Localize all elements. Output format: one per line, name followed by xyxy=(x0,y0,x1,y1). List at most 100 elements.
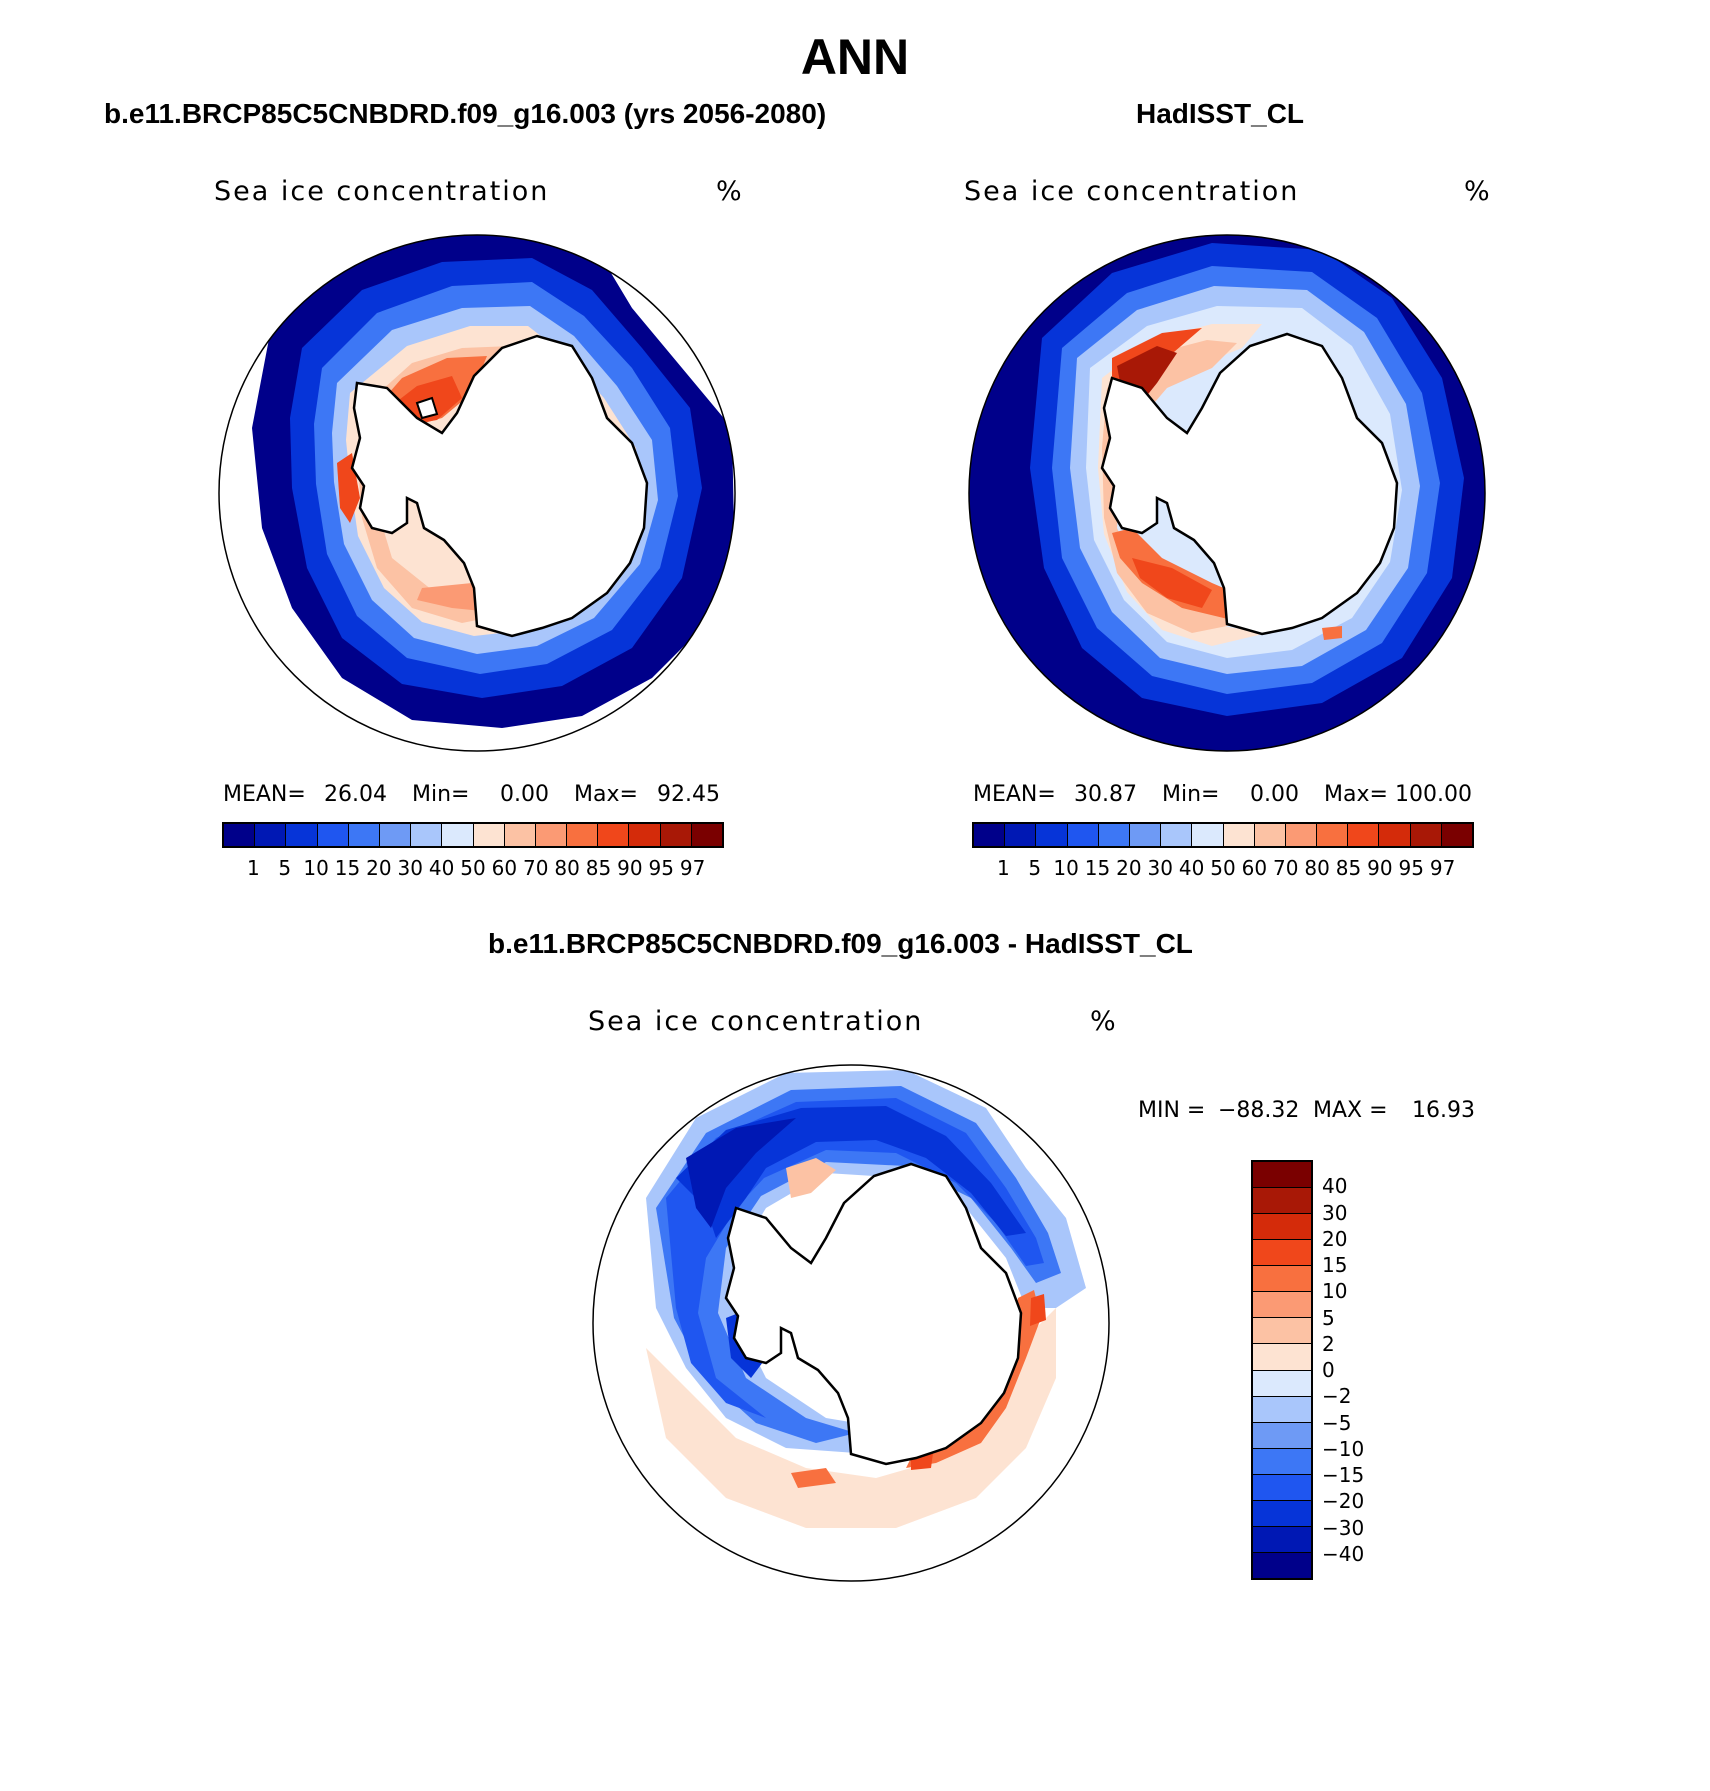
obs-colorbar xyxy=(972,822,1474,848)
diff-colorbar-tick-label: 0 xyxy=(1322,1358,1335,1382)
model-colorbar xyxy=(222,822,724,848)
obs-variable-label: Sea ice concentration xyxy=(964,176,1300,207)
obs-max-label: Max= xyxy=(1324,782,1388,807)
model-colorbar-tick-label: 10 xyxy=(303,856,329,880)
model-colorbar-box-15 xyxy=(691,824,722,846)
model-colorbar-tick-label: 80 xyxy=(554,856,580,880)
obs-colorbar-tick-label: 80 xyxy=(1304,856,1330,880)
obs-colorbar-box-10 xyxy=(1285,824,1318,846)
model-colorbar-box-10 xyxy=(535,824,568,846)
obs-colorbar-tick-label: 15 xyxy=(1084,856,1111,880)
diff-colorbar-box-9 xyxy=(1253,1396,1311,1423)
obs-colorbar-box-11 xyxy=(1317,824,1349,846)
diff-colorbar-tick-label: −10 xyxy=(1322,1436,1365,1461)
model-colorbar-tick-label: 15 xyxy=(334,856,361,880)
obs-colorbar-tick-label: 30 xyxy=(1147,856,1173,880)
obs-colorbar-box-12 xyxy=(1348,824,1380,846)
diff-colorbar-tick-label: −15 xyxy=(1322,1463,1365,1487)
model-colorbar-tick-label: 1 xyxy=(247,856,260,880)
obs-colorbar-box-6 xyxy=(1161,824,1193,846)
obs-colorbar-tick-label: 5 xyxy=(1028,856,1042,880)
model-colorbar-tick-label: 90 xyxy=(617,856,643,880)
obs-colorbar-tick-label: 60 xyxy=(1241,856,1268,880)
diff-colorbar-box-3 xyxy=(1253,1240,1311,1267)
obs-min-label: Min= xyxy=(1162,782,1220,807)
model-colorbar-box-7 xyxy=(442,824,474,846)
obs-colorbar-box-7 xyxy=(1192,824,1224,846)
diff-colorbar-box-6 xyxy=(1253,1318,1311,1345)
diff-colorbar-box-14 xyxy=(1253,1526,1311,1553)
diff-colorbar-box-13 xyxy=(1253,1500,1311,1527)
obs-colorbar-tick-label: 20 xyxy=(1116,856,1142,880)
model-colorbar-tick-label: 97 xyxy=(679,856,706,880)
diff-colorbar-tick-label: 10 xyxy=(1322,1279,1348,1304)
diff-colorbar-box-5 xyxy=(1253,1292,1311,1319)
model-colorbar-tick-label: 50 xyxy=(460,856,486,880)
model-colorbar-tick-label: 60 xyxy=(491,856,518,880)
obs-colorbar-tick-label: 95 xyxy=(1398,856,1424,880)
obs-colorbar-box-13 xyxy=(1379,824,1411,846)
model-variable-label: Sea ice concentration xyxy=(214,176,550,207)
model-colorbar-box-6 xyxy=(411,824,443,846)
diff-panel-title: b.e11.BRCP85C5CNBDRD.f09_g16.003 - HadIS… xyxy=(488,928,1193,959)
obs-colorbar-tick-label: 97 xyxy=(1429,856,1456,880)
obs-colorbar-tick-label: 10 xyxy=(1053,856,1079,880)
obs-colorbar-ticks: 1 5 10 15 20 30 40 50 60 70 80 85 90 95 97 xyxy=(972,856,1474,882)
obs-mean-label: MEAN= xyxy=(973,782,1056,807)
diff-min-value: −88.32 xyxy=(1218,1098,1300,1123)
model-colorbar-tick-label: 85 xyxy=(585,856,612,880)
diff-colorbar-tick-label: −40 xyxy=(1322,1541,1365,1566)
obs-min-value: 0.00 xyxy=(1250,782,1299,807)
model-colorbar-box-11 xyxy=(567,824,599,846)
diff-min-label: MIN = xyxy=(1138,1098,1206,1123)
model-colorbar-tick-label: 40 xyxy=(428,856,455,880)
model-colorbar-tick-label: 70 xyxy=(523,856,549,880)
diff-colorbar-tick-label: 15 xyxy=(1322,1253,1348,1277)
obs-colorbar-box-4 xyxy=(1098,824,1130,846)
obs-colorbar-box-1 xyxy=(1005,824,1037,846)
model-min-value: 0.00 xyxy=(500,782,549,807)
diff-colorbar-tick-label: −5 xyxy=(1322,1410,1352,1435)
model-mean-label: MEAN= xyxy=(223,782,306,807)
diff-colorbar-box-1 xyxy=(1253,1188,1311,1215)
diff-colorbar-box-0 xyxy=(1253,1162,1311,1189)
obs-colorbar-tick-label: 85 xyxy=(1335,856,1362,880)
diff-colorbar-tick-label: 30 xyxy=(1322,1200,1348,1225)
diff-max-value: 16.93 xyxy=(1412,1098,1475,1123)
obs-colorbar-box-8 xyxy=(1223,824,1255,846)
diff-colorbar-box-7 xyxy=(1253,1344,1311,1371)
obs-mean-value: 30.87 xyxy=(1074,782,1137,807)
diff-colorbar xyxy=(1251,1160,1313,1580)
model-sea-ice-field xyxy=(252,235,734,728)
model-colorbar-box-3 xyxy=(317,824,349,846)
diff-colorbar-box-8 xyxy=(1253,1370,1311,1397)
obs-colorbar-tick-label: 1 xyxy=(997,856,1010,880)
model-colorbar-box-9 xyxy=(504,824,536,846)
obs-colorbar-box-15 xyxy=(1441,824,1472,846)
diff-max-label: MAX = xyxy=(1313,1098,1388,1123)
diff-colorbar-box-2 xyxy=(1253,1214,1311,1241)
obs-colorbar-tick-label: 40 xyxy=(1178,856,1205,880)
model-polar-map xyxy=(218,234,736,752)
diff-colorbar-tick-label: −2 xyxy=(1322,1384,1352,1409)
obs-panel-title: HadISST_CL xyxy=(1136,98,1305,129)
obs-colorbar-box-3 xyxy=(1067,824,1099,846)
obs-polar-map xyxy=(968,234,1486,752)
model-colorbar-box-2 xyxy=(286,824,318,846)
model-colorbar-tick-label: 30 xyxy=(397,856,423,880)
obs-colorbar-tick-label: 90 xyxy=(1367,856,1393,880)
model-colorbar-tick-label: 20 xyxy=(366,856,392,880)
obs-colorbar-box-0 xyxy=(974,824,1006,846)
model-colorbar-box-14 xyxy=(660,824,692,846)
model-panel-title: b.e11.BRCP85C5CNBDRD.f09_g16.003 (yrs 20… xyxy=(104,98,827,129)
model-colorbar-box-13 xyxy=(629,824,661,846)
diff-units-label: % xyxy=(1090,1006,1118,1037)
model-colorbar-ticks: 1 5 10 15 20 30 40 50 60 70 80 85 90 95 97 xyxy=(222,856,724,882)
diff-colorbar-box-10 xyxy=(1253,1422,1311,1449)
diff-colorbar-tick-label: −30 xyxy=(1322,1515,1365,1540)
obs-units-label: % xyxy=(1464,176,1492,207)
obs-sea-ice-field xyxy=(969,235,1485,751)
model-max-value: 92.45 xyxy=(657,782,720,807)
obs-colorbar-box-5 xyxy=(1129,824,1162,846)
obs-max-value: 100.00 xyxy=(1395,782,1472,807)
